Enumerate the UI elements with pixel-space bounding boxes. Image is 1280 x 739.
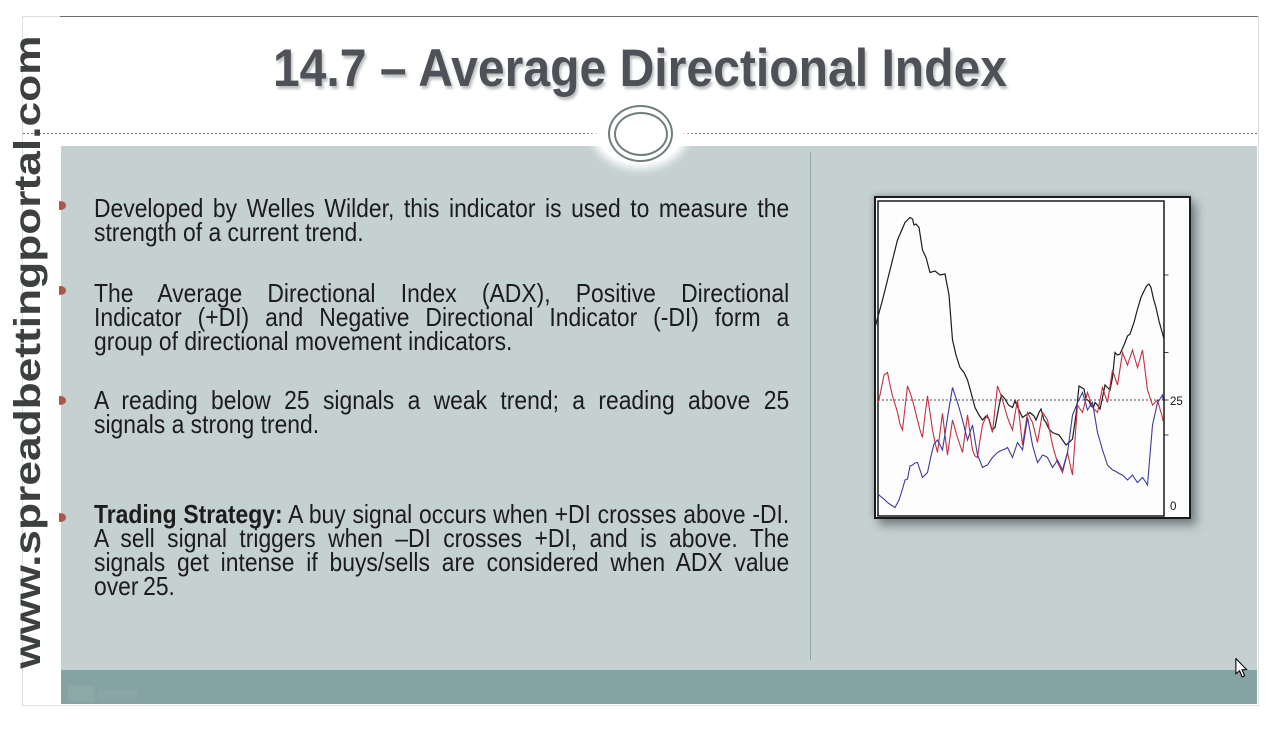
svg-text:25: 25	[1170, 396, 1183, 408]
svg-text:0: 0	[1170, 501, 1176, 513]
